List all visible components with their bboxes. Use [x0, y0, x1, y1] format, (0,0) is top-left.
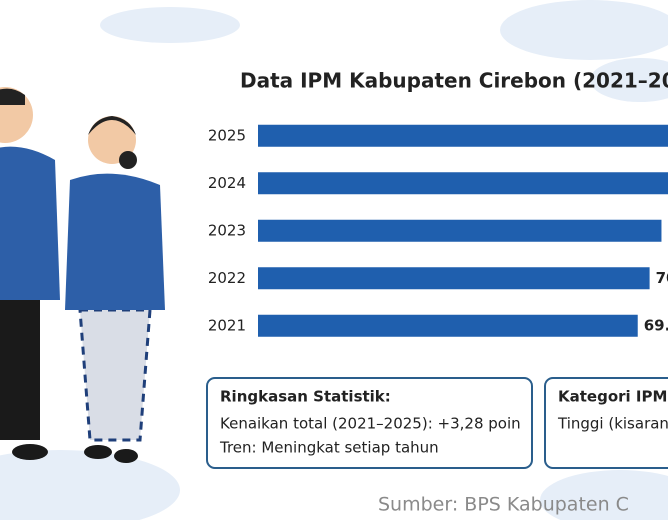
y-tick-label: 2024	[208, 174, 246, 192]
bar	[258, 172, 668, 195]
value-label: 70	[656, 269, 668, 287]
category-box	[544, 377, 668, 469]
bar	[258, 124, 668, 147]
category-line: Tinggi (kisaran	[557, 415, 668, 433]
y-tick-label: 2023	[208, 221, 246, 239]
source-note: Sumber: BPS Kabupaten C	[378, 494, 629, 516]
bar	[258, 267, 650, 290]
illustration-woman	[65, 116, 165, 463]
bar-chart: 2025 2024 2023 2022 70 2021 69.	[208, 124, 668, 337]
y-tick-label: 2025	[208, 126, 246, 144]
summary-line: Kenaikan total (2021–2025): +3,28 poin	[220, 415, 521, 433]
chart-title: Data IPM Kabupaten Cirebon (2021–20	[240, 69, 668, 93]
bar	[258, 314, 638, 337]
y-tick-label: 2022	[208, 269, 246, 287]
illustration-man	[0, 87, 60, 460]
summary-box	[206, 377, 533, 469]
category-title: Kategori IPM 2	[558, 388, 668, 406]
summary-line: Tren: Meningkat setiap tahun	[219, 439, 439, 457]
y-tick-label: 2021	[208, 316, 246, 334]
bar	[258, 219, 662, 242]
value-label: 69.	[644, 316, 668, 334]
summary-title: Ringkasan Statistik:	[220, 388, 391, 406]
